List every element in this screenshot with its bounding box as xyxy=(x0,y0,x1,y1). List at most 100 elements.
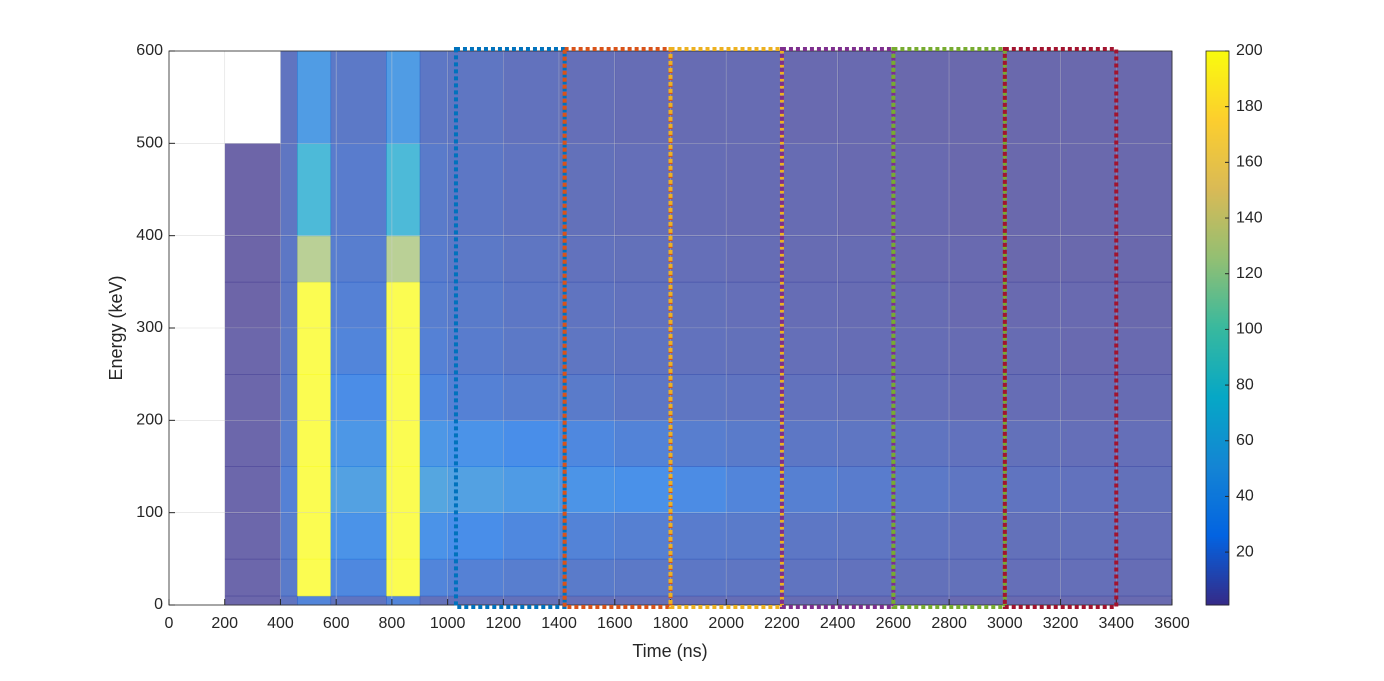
colorbar-tick-label: 80 xyxy=(1236,376,1254,393)
colorbar-strip xyxy=(1206,407,1229,410)
colorbar-strip xyxy=(1206,563,1229,566)
cell xyxy=(1116,281,1173,329)
colorbar-strip xyxy=(1206,157,1229,160)
colorbar-strip xyxy=(1206,373,1229,376)
colorbar-strip xyxy=(1206,65,1229,68)
cell xyxy=(726,51,783,144)
colorbar-strip xyxy=(1206,73,1229,76)
cell xyxy=(559,558,616,597)
cell xyxy=(1116,595,1173,606)
colorbar-strip xyxy=(1206,447,1229,450)
cell xyxy=(297,595,332,606)
cell xyxy=(330,143,387,237)
colorbar-strip xyxy=(1206,477,1229,480)
cell xyxy=(670,420,727,467)
colorbar-strip xyxy=(1206,137,1229,140)
colorbar-strip xyxy=(1206,229,1229,232)
colorbar-strip xyxy=(1206,339,1229,342)
colorbar-strip xyxy=(1206,469,1229,472)
colorbar-strip xyxy=(1206,271,1229,274)
colorbar-strip xyxy=(1206,475,1229,478)
cell xyxy=(224,328,281,375)
cell xyxy=(726,420,783,467)
colorbar-strip xyxy=(1206,439,1229,442)
colorbar-strip xyxy=(1206,249,1229,252)
cell xyxy=(614,51,671,144)
cell xyxy=(949,281,1006,329)
cell xyxy=(297,235,332,283)
cell xyxy=(330,595,387,606)
cell xyxy=(949,466,1006,514)
colorbar-strip xyxy=(1206,203,1229,206)
colorbar-strip xyxy=(1206,225,1229,228)
colorbar-strip xyxy=(1206,431,1229,434)
x-tick-label: 1000 xyxy=(430,615,466,632)
colorbar-strip xyxy=(1206,601,1229,604)
x-axis-label: Time (ns) xyxy=(632,641,707,661)
colorbar-strip xyxy=(1206,545,1229,548)
time-window xyxy=(1002,47,1119,609)
colorbar-strip xyxy=(1206,141,1229,144)
colorbar-strip xyxy=(1206,467,1229,470)
cell xyxy=(1060,143,1117,237)
colorbar-strip xyxy=(1206,581,1229,584)
colorbar-strip xyxy=(1206,309,1229,312)
colorbar-strip xyxy=(1206,333,1229,336)
colorbar-strip xyxy=(1206,329,1229,332)
colorbar-strip xyxy=(1206,321,1229,324)
cell xyxy=(1060,51,1117,144)
colorbar-strip xyxy=(1206,381,1229,384)
cell xyxy=(837,420,894,467)
colorbar-strip xyxy=(1206,397,1229,400)
x-tick-label: 3400 xyxy=(1098,615,1134,632)
cell xyxy=(893,235,950,283)
cell xyxy=(386,466,421,514)
x-tick-label: 1600 xyxy=(597,615,633,632)
colorbar-strip xyxy=(1206,473,1229,476)
cell xyxy=(614,235,671,283)
cell xyxy=(949,374,1006,421)
colorbar-strip xyxy=(1206,173,1229,176)
colorbar-strip xyxy=(1206,69,1229,72)
colorbar-strip xyxy=(1206,537,1229,540)
cell xyxy=(1004,143,1062,237)
colorbar-strip xyxy=(1206,319,1229,322)
x-tick-label: 1800 xyxy=(653,615,689,632)
cell xyxy=(893,328,950,375)
colorbar-strip xyxy=(1206,299,1229,302)
cell xyxy=(781,466,839,514)
colorbar-strip xyxy=(1206,63,1229,66)
cell xyxy=(386,595,421,606)
cell xyxy=(670,374,727,421)
colorbar-strip xyxy=(1206,455,1229,458)
cell xyxy=(224,143,281,237)
colorbar-strip xyxy=(1206,435,1229,438)
cell xyxy=(280,143,298,237)
colorbar-strip xyxy=(1206,351,1229,354)
colorbar-strip xyxy=(1206,125,1229,128)
cell xyxy=(280,558,298,597)
colorbar-strip xyxy=(1206,101,1229,104)
colorbar-strip xyxy=(1206,171,1229,174)
cell xyxy=(419,143,449,237)
cell xyxy=(726,374,783,421)
cell xyxy=(893,466,950,514)
colorbar-strip xyxy=(1206,59,1229,62)
colorbar-strip xyxy=(1206,461,1229,464)
colorbar-strip xyxy=(1206,331,1229,334)
cell xyxy=(781,374,839,421)
cell xyxy=(893,420,950,467)
y-tick-label: 500 xyxy=(136,135,163,152)
colorbar-strip xyxy=(1206,115,1229,118)
colorbar-strip xyxy=(1206,533,1229,536)
colorbar-strip xyxy=(1206,345,1229,348)
cell xyxy=(330,558,387,597)
cell xyxy=(559,420,616,467)
colorbar-strip xyxy=(1206,109,1229,112)
y-tick-label: 200 xyxy=(136,412,163,429)
cell xyxy=(224,374,281,421)
colorbar-tick-label: 200 xyxy=(1236,42,1263,59)
cell xyxy=(893,595,950,606)
cell xyxy=(726,143,783,237)
colorbar-strip xyxy=(1206,363,1229,366)
